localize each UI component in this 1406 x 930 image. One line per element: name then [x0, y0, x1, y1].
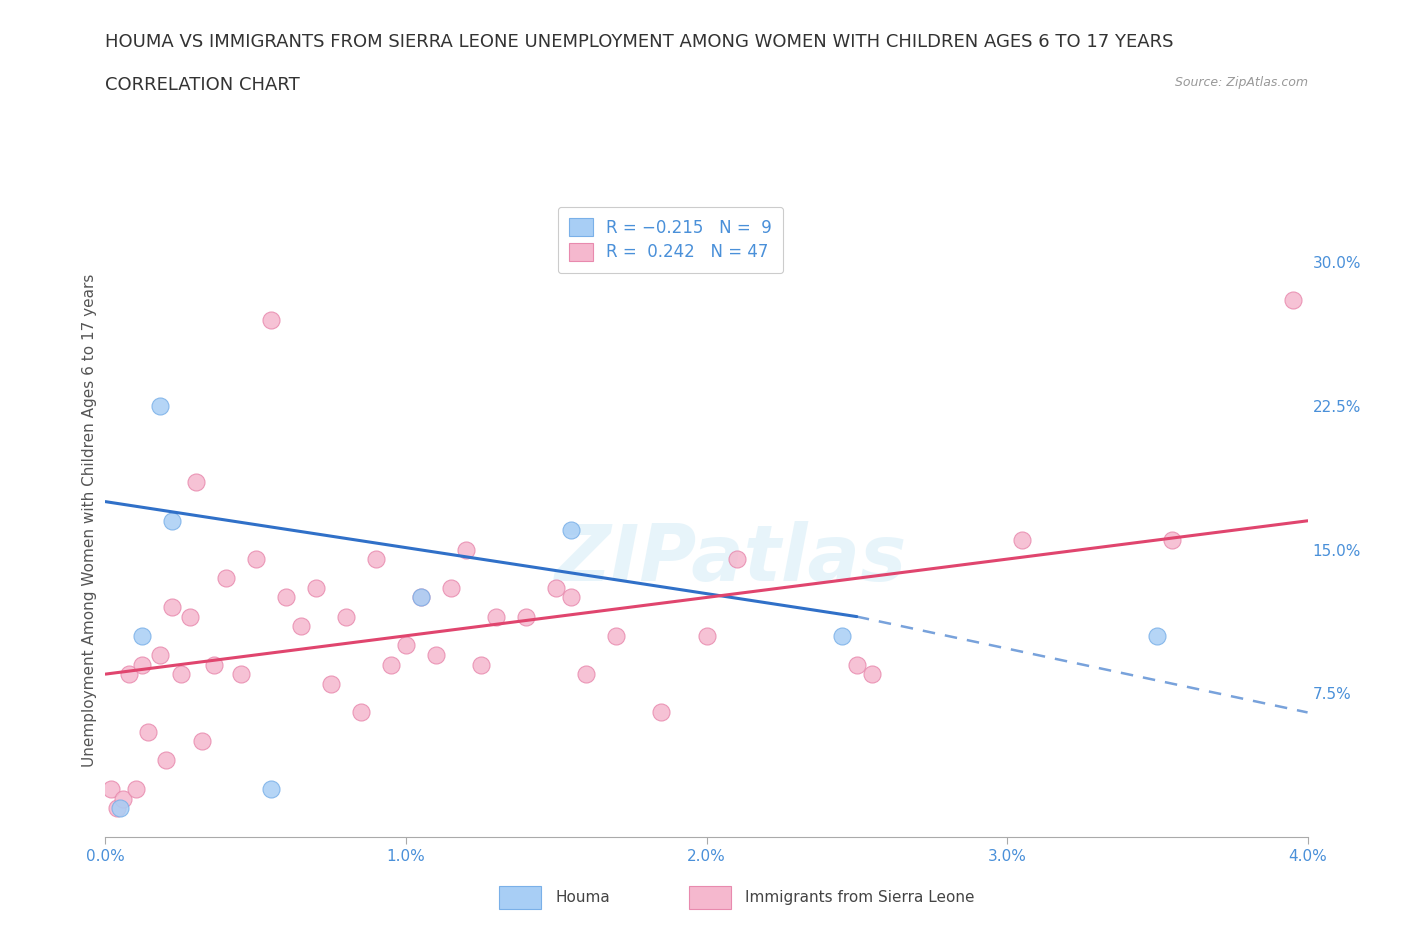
- Point: [148, 398, 170, 413]
- Point: [131, 658, 153, 672]
- Point: [179, 609, 201, 624]
- Point: [650, 705, 672, 720]
- Point: [1281, 293, 1303, 308]
- Y-axis label: Unemployment Among Women with Children Ages 6 to 17 years: Unemployment Among Women with Children A…: [82, 274, 97, 767]
- Point: [831, 629, 853, 644]
- Point: [409, 590, 432, 604]
- Point: [184, 475, 207, 490]
- Text: Immigrants from Sierra Leone: Immigrants from Sierra Leone: [745, 890, 974, 905]
- Point: [845, 658, 868, 672]
- Point: [440, 580, 463, 595]
- Point: [470, 658, 492, 672]
- FancyBboxPatch shape: [499, 886, 541, 909]
- Legend: R = −0.215   N =  9, R =  0.242   N = 47: R = −0.215 N = 9, R = 0.242 N = 47: [558, 206, 783, 273]
- Point: [136, 724, 159, 739]
- Point: [260, 781, 283, 796]
- Point: [124, 781, 146, 796]
- Point: [305, 580, 328, 595]
- Point: [454, 542, 477, 557]
- Point: [112, 791, 135, 806]
- Point: [1011, 533, 1033, 548]
- Point: [229, 667, 252, 682]
- Point: [107, 801, 129, 816]
- Text: HOUMA VS IMMIGRANTS FROM SIERRA LEONE UNEMPLOYMENT AMONG WOMEN WITH CHILDREN AGE: HOUMA VS IMMIGRANTS FROM SIERRA LEONE UN…: [105, 33, 1174, 50]
- Point: [245, 551, 267, 566]
- Point: [155, 753, 177, 768]
- Point: [274, 590, 297, 604]
- Point: [515, 609, 537, 624]
- Point: [425, 647, 447, 662]
- Point: [725, 551, 748, 566]
- FancyBboxPatch shape: [689, 886, 731, 909]
- Point: [409, 590, 432, 604]
- Point: [260, 312, 283, 327]
- Point: [395, 638, 418, 653]
- Point: [160, 600, 183, 615]
- Point: [1161, 533, 1184, 548]
- Point: [546, 580, 568, 595]
- Point: [110, 801, 132, 816]
- Text: ZIPatlas: ZIPatlas: [554, 521, 907, 597]
- Point: [485, 609, 508, 624]
- Point: [364, 551, 387, 566]
- Point: [350, 705, 373, 720]
- Point: [118, 667, 141, 682]
- Point: [860, 667, 883, 682]
- Point: [319, 676, 342, 691]
- Point: [1146, 629, 1168, 644]
- Point: [148, 647, 170, 662]
- Text: CORRELATION CHART: CORRELATION CHART: [105, 76, 301, 94]
- Point: [131, 629, 153, 644]
- Point: [202, 658, 225, 672]
- Point: [560, 523, 582, 538]
- Point: [100, 781, 122, 796]
- Point: [575, 667, 598, 682]
- Point: [190, 734, 212, 749]
- Point: [335, 609, 357, 624]
- Point: [214, 571, 236, 586]
- Point: [605, 629, 627, 644]
- Point: [696, 629, 718, 644]
- Point: [290, 618, 312, 633]
- Point: [560, 590, 582, 604]
- Point: [160, 513, 183, 528]
- Point: [380, 658, 402, 672]
- Text: Source: ZipAtlas.com: Source: ZipAtlas.com: [1174, 76, 1308, 89]
- Point: [169, 667, 191, 682]
- Text: Houma: Houma: [555, 890, 610, 905]
